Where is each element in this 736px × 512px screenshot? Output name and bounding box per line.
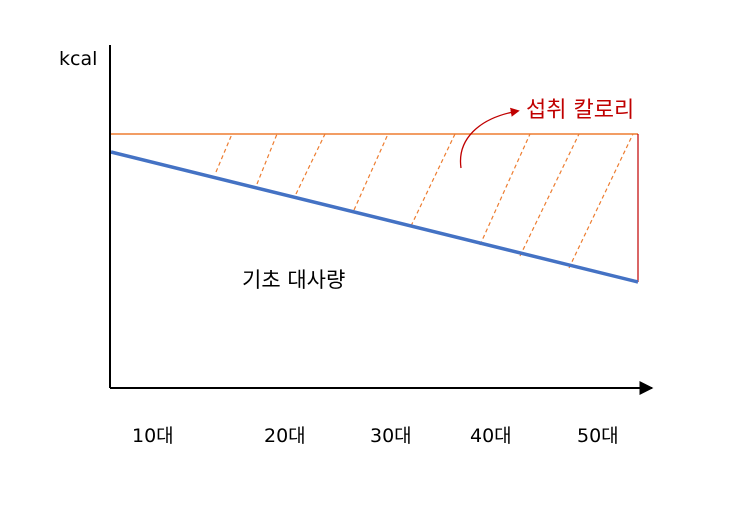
hatch-line	[410, 133, 456, 227]
hatch-lines	[215, 133, 634, 269]
x-category-label-20s: 20대	[264, 425, 306, 447]
hatch-line	[353, 133, 389, 211]
x-category-label-50s: 50대	[577, 425, 619, 447]
x-category-label-40s: 40대	[470, 425, 512, 447]
hatch-line	[295, 133, 326, 195]
x-category-label-30s: 30대	[370, 425, 412, 447]
x-category-label-10s: 10대	[132, 425, 174, 447]
hatch-line	[479, 133, 531, 246]
bmr-line	[110, 150, 639, 284]
hatch-line	[215, 133, 233, 173]
hatch-line	[568, 133, 634, 269]
x-category-labels: 10대 20대 30대 40대 50대	[132, 425, 619, 447]
intake-label: 섭취 칼로리	[526, 98, 634, 123]
hatch-line	[519, 133, 580, 257]
bmr-label: 기초 대사량	[242, 268, 345, 292]
hatch-line	[256, 133, 278, 185]
y-axis-label: kcal	[59, 48, 97, 70]
curved-arrow	[459, 107, 520, 169]
